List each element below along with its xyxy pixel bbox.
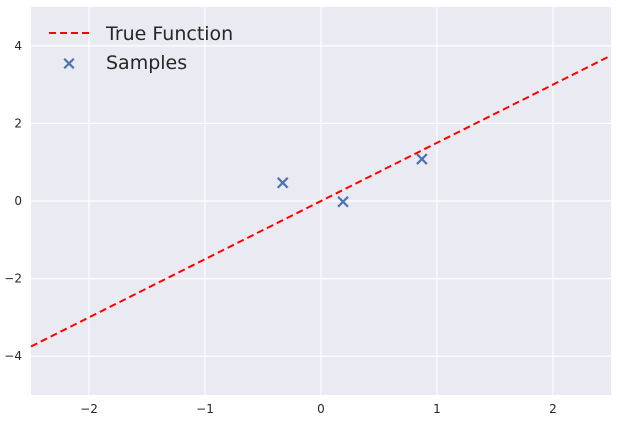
sample-point xyxy=(416,153,428,165)
y-tick-label: −2 xyxy=(4,272,22,286)
sample-point xyxy=(337,196,349,208)
true-function-line xyxy=(30,54,612,348)
x-tick-label: −2 xyxy=(80,402,98,416)
samples-series xyxy=(276,153,428,208)
legend: True Function Samples xyxy=(49,23,233,74)
tick-labels: −2 −1 0 1 2 −4 −2 0 2 4 xyxy=(4,39,557,416)
x-tick-label: −1 xyxy=(196,402,214,416)
y-tick-label: 0 xyxy=(14,194,22,208)
x-tick-label: 1 xyxy=(433,402,441,416)
y-tick-label: 2 xyxy=(14,116,22,130)
x-tick-label: 2 xyxy=(549,402,557,416)
y-tick-label: 4 xyxy=(14,39,22,53)
legend-label-samples: Samples xyxy=(106,52,187,74)
legend-x-marker xyxy=(63,57,75,70)
true-function-series xyxy=(30,54,612,348)
x-tick-label: 0 xyxy=(317,402,325,416)
legend-label-true-function: True Function xyxy=(105,23,233,45)
y-tick-label: −4 xyxy=(4,349,22,363)
sample-point xyxy=(276,177,289,189)
